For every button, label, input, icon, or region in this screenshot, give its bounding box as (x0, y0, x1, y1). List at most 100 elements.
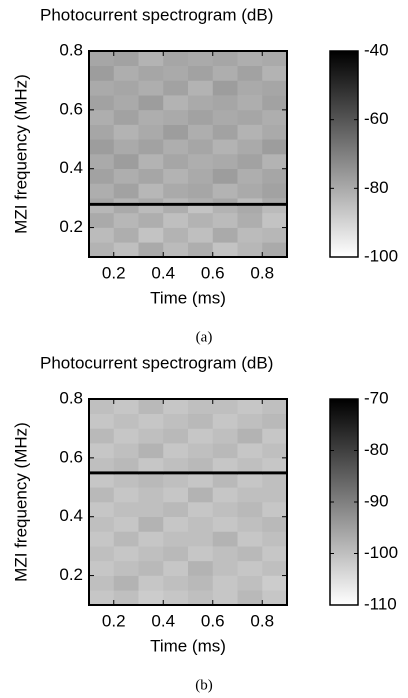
heatmap-cell (237, 471, 263, 475)
heatmap-cell (237, 428, 263, 444)
heatmap-cell (188, 65, 214, 81)
x-tick-label: 0.4 (151, 611, 175, 630)
heatmap-cell (89, 560, 115, 576)
heatmap-cell (163, 443, 189, 459)
heatmap-cell (188, 227, 214, 243)
heatmap-cell (262, 198, 288, 203)
heatmap-cell (163, 590, 189, 606)
heatmap-cell (188, 590, 214, 606)
heatmap-cell (262, 65, 288, 81)
heatmap-cell (262, 575, 288, 591)
heatmap-cell (89, 546, 115, 562)
heatmap-cell (237, 560, 263, 576)
heatmap-cell (89, 154, 115, 170)
heatmap-cell (89, 95, 115, 111)
heatmap-cell (188, 95, 214, 111)
heatmap-cell (113, 124, 139, 140)
heatmap-cell (262, 212, 288, 228)
heatmap-cell (113, 51, 139, 67)
heatmap-cell (113, 399, 139, 415)
heatmap-cell (138, 560, 164, 576)
x-tick-label: 0.6 (201, 611, 225, 630)
heatmap-cell (163, 502, 189, 518)
heatmap-cell (163, 51, 189, 67)
heatmap-cell (138, 487, 164, 503)
heatmap-cell (89, 65, 115, 81)
heatmap-cell (212, 124, 238, 140)
heatmap-cell (212, 413, 238, 429)
heatmap-cell (138, 227, 164, 243)
chart-title: Photocurrent spectrogram (dB) (40, 5, 273, 24)
y-tick-label: 0.8 (59, 40, 83, 59)
heatmap-cell (89, 198, 115, 203)
caption: (a) (196, 329, 213, 345)
heatmap-cell (113, 95, 139, 111)
heatmap-cell (262, 428, 288, 444)
heatmap-cell (163, 202, 189, 206)
heatmap-cell (188, 474, 214, 488)
heatmap-cell (163, 413, 189, 429)
heatmap-cell (138, 168, 164, 184)
heatmap-cell (188, 560, 214, 576)
heatmap-cell (89, 399, 115, 415)
heatmap-cell (113, 471, 139, 475)
heatmap-cell (113, 502, 139, 518)
heatmap-cell (212, 487, 238, 503)
heatmap-cell (89, 139, 115, 155)
heatmap-cell (188, 242, 214, 258)
heatmap-cell (89, 531, 115, 547)
heatmap-cell (89, 80, 115, 96)
heatmap-cell (113, 560, 139, 576)
heatmap-cell (138, 590, 164, 606)
heatmap-cell (188, 457, 214, 472)
caption: (b) (195, 677, 213, 693)
heatmap-cell (188, 487, 214, 503)
heatmap-cell (262, 95, 288, 111)
heatmap-cell (237, 457, 263, 472)
heatmap-cell (262, 516, 288, 532)
heatmap-cell (113, 575, 139, 591)
heatmap-cell (113, 202, 139, 206)
heatmap-cell (163, 80, 189, 96)
heatmap-cell (138, 212, 164, 228)
y-tick-label: 0.4 (59, 506, 83, 525)
heatmap-cell (113, 590, 139, 606)
heatmap-cell (212, 51, 238, 67)
x-axis-label: Time (ms) (150, 288, 226, 307)
heatmap-cell (138, 531, 164, 547)
heatmap-cell (138, 546, 164, 562)
heatmap-cell (237, 227, 263, 243)
heatmap-cell (163, 109, 189, 125)
colorbar-tick-label: -110 (364, 594, 397, 613)
heatmap-cell (188, 183, 214, 199)
y-axis-label: MZI frequency (MHz) (11, 74, 30, 234)
heatmap-cell (212, 80, 238, 96)
heatmap-cell (262, 183, 288, 199)
heatmap-cell (89, 471, 115, 475)
colorbar-tick-label: -80 (364, 440, 389, 459)
heatmap-cell (163, 428, 189, 444)
heatmap-cell (237, 590, 263, 606)
heatmap-cell (163, 227, 189, 243)
heatmap-cell (138, 428, 164, 444)
heatmap-cell (212, 471, 238, 475)
heatmap-cell (138, 80, 164, 96)
heatmap-cell (138, 457, 164, 472)
heatmap-cell (113, 154, 139, 170)
heatmap-cell (237, 65, 263, 81)
heatmap-cell (212, 516, 238, 532)
y-axis-label: MZI frequency (MHz) (11, 422, 30, 582)
heatmap-cell (262, 560, 288, 576)
heatmap-cell (212, 95, 238, 111)
heatmap-cell (188, 198, 214, 203)
x-tick-label: 0.2 (102, 611, 126, 630)
heatmap-cell (237, 502, 263, 518)
heatmap-cell (262, 242, 288, 258)
heatmap-cell (138, 242, 164, 258)
heatmap-cell (262, 139, 288, 155)
x-tick-label: 0.6 (201, 263, 225, 282)
heatmap-cell (262, 124, 288, 140)
heatmap-cell (113, 198, 139, 203)
heatmap-cell (89, 516, 115, 532)
heatmap-cell (188, 109, 214, 125)
